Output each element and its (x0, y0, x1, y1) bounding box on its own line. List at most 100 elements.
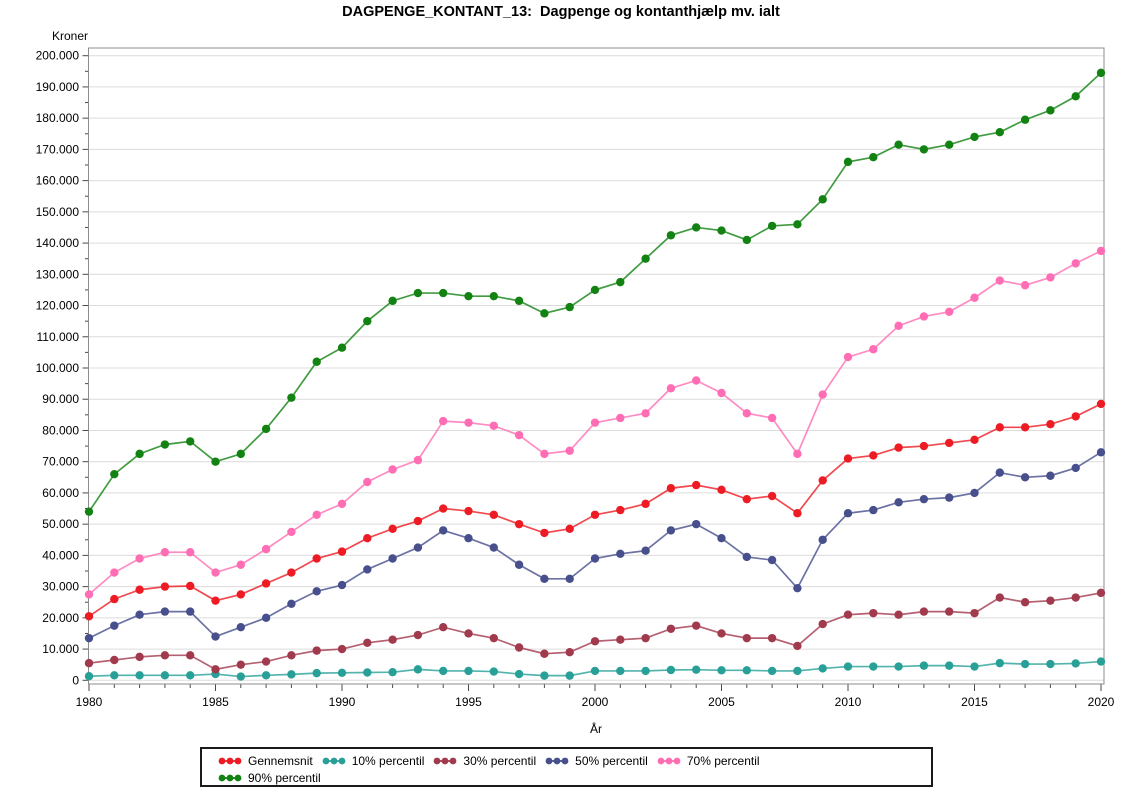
data-point (1020, 659, 1030, 669)
data-point (616, 635, 625, 644)
data-point (439, 526, 448, 535)
y-tick-label: 10.000 (42, 642, 79, 656)
data-point (337, 547, 347, 556)
data-point (186, 437, 195, 446)
data-point (666, 526, 676, 535)
data-point (641, 409, 650, 418)
data-point (717, 226, 726, 235)
data-point (666, 624, 676, 633)
data-point (337, 580, 347, 590)
data-point (413, 630, 423, 640)
data-point (439, 288, 448, 298)
data-point (160, 548, 170, 557)
data-point (236, 560, 245, 569)
y-tick-label: 150.000 (36, 205, 80, 219)
data-point (388, 296, 397, 306)
data-point (135, 652, 144, 662)
data-point (641, 546, 650, 555)
data-point (388, 465, 397, 474)
data-point (717, 534, 726, 543)
data-point (919, 441, 929, 451)
data-point (489, 510, 498, 519)
data-point (186, 651, 195, 660)
data-point (894, 498, 903, 507)
x-tick-label: 1990 (329, 695, 356, 709)
data-point (363, 534, 372, 543)
data-point (1046, 659, 1055, 669)
data-point (413, 516, 423, 526)
data-point (84, 507, 94, 516)
data-point (261, 424, 271, 434)
data-point (540, 309, 549, 318)
data-point (666, 484, 676, 493)
data-point (211, 457, 220, 466)
data-point (464, 629, 473, 638)
data-point (767, 413, 777, 423)
legend-marker-icon (218, 774, 242, 781)
data-point (514, 296, 524, 306)
data-point (742, 235, 751, 245)
data-point (919, 494, 929, 504)
data-point (287, 568, 296, 577)
data-point (439, 504, 448, 513)
data-point (742, 633, 751, 643)
data-point (287, 393, 296, 402)
data-point (945, 607, 954, 616)
data-point (616, 413, 625, 423)
legend-marker-icon (322, 757, 346, 764)
data-point (767, 633, 777, 643)
data-point (464, 506, 473, 516)
data-point (439, 416, 448, 426)
data-point (717, 388, 726, 398)
legend: Gennemsnit 10% percentil 30% percentil 50% … (200, 747, 933, 787)
data-point (413, 288, 423, 298)
data-point (692, 665, 701, 674)
data-point (363, 668, 372, 677)
y-tick-label: 200.000 (36, 49, 80, 63)
y-tick-label: 30.000 (42, 580, 79, 594)
data-point (261, 657, 271, 666)
data-point (110, 568, 119, 577)
data-point (135, 610, 144, 619)
data-point (489, 667, 498, 676)
data-point (995, 468, 1004, 477)
legend-item-30-percentil: 30% percentil (433, 752, 536, 769)
data-point (641, 499, 650, 509)
data-point (1020, 281, 1030, 290)
data-point (312, 646, 321, 655)
y-tick-label: 0 (72, 673, 79, 687)
data-point (261, 579, 271, 588)
data-point (84, 658, 94, 668)
x-tick-label: 2005 (708, 695, 735, 709)
data-point (211, 596, 220, 605)
data-point (84, 672, 94, 681)
data-point (1071, 593, 1080, 602)
legend-marker-icon (657, 757, 681, 764)
data-point (1046, 471, 1055, 480)
data-point (919, 661, 929, 670)
legend-label: 50% percentil (575, 753, 648, 768)
data-point (363, 638, 372, 648)
data-point (287, 670, 296, 679)
data-point (1096, 399, 1106, 409)
x-tick-label: 2020 (1088, 695, 1115, 709)
data-point (818, 390, 827, 399)
data-point (717, 485, 726, 494)
data-point (464, 418, 473, 427)
data-point (869, 608, 878, 618)
data-point (388, 635, 397, 644)
x-axis-title: År (590, 722, 602, 736)
data-point (135, 449, 144, 459)
y-tick-label: 80.000 (42, 423, 79, 437)
data-point (261, 544, 271, 554)
data-point (413, 665, 423, 674)
x-tick-label: 1985 (202, 695, 229, 709)
data-point (160, 671, 170, 680)
legend-label: 10% percentil (351, 753, 425, 768)
data-point (970, 608, 979, 618)
data-point (590, 666, 600, 676)
data-point (84, 590, 94, 599)
data-point (590, 510, 600, 519)
data-point (160, 440, 170, 449)
data-point (565, 647, 574, 657)
